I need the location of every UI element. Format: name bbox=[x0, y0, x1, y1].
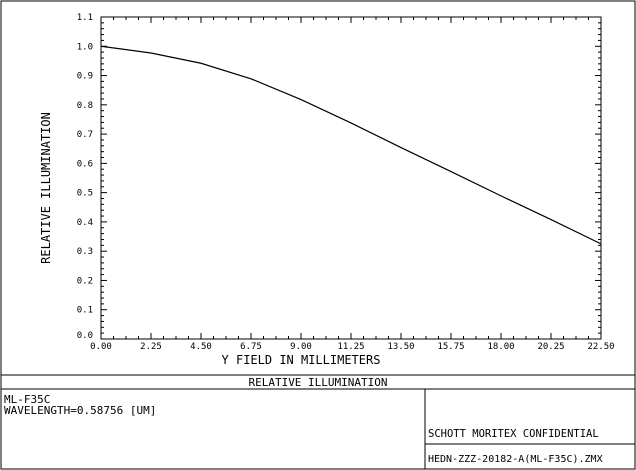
file-name: HEDN-ZZZ-20182-A(ML-F35C).ZMX bbox=[428, 454, 603, 465]
y-tick-label: 0.5 bbox=[77, 189, 93, 199]
x-axis: 0.00 2.25 4.50 6.75 9.00 11.25 13.50 15.75 18.00… bbox=[90, 17, 615, 352]
y-axis-label: RELATIVE ILLUMINATION bbox=[39, 112, 53, 264]
confidential-label: SCHOTT MORITEX CONFIDENTIAL bbox=[428, 428, 599, 440]
y-tick-label: 1.1 bbox=[77, 13, 93, 23]
x-tick-label: 4.50 bbox=[190, 342, 212, 352]
plot-title: RELATIVE ILLUMINATION bbox=[248, 376, 387, 389]
x-axis-label: Y FIELD IN MILLIMETERS bbox=[222, 353, 381, 367]
x-tick-label: 11.25 bbox=[337, 342, 364, 352]
x-tick-label: 13.50 bbox=[387, 342, 414, 352]
y-tick-label: 0.4 bbox=[77, 218, 93, 228]
x-tick-label: 18.00 bbox=[487, 342, 514, 352]
y-axis: 0.0 0.1 0.2 0.3 0.4 0.5 0.6 0.7 0.8 0.9 1.0 1.1 bbox=[77, 13, 601, 341]
wavelength-label: WAVELENGTH=0.58756 [UM] bbox=[4, 404, 156, 417]
illumination-curve bbox=[100, 45, 602, 245]
y-tick-label: 0.7 bbox=[77, 130, 93, 140]
y-tick-label: 0.3 bbox=[77, 247, 93, 257]
y-tick-label: 0.6 bbox=[77, 159, 93, 169]
x-tick-label: 0.00 bbox=[90, 342, 112, 352]
y-tick-label: 0.0 bbox=[77, 331, 93, 341]
y-tick-label: 1.0 bbox=[77, 42, 93, 52]
x-tick-label: 22.50 bbox=[587, 342, 614, 352]
x-tick-label: 9.00 bbox=[290, 342, 312, 352]
y-tick-label: 0.2 bbox=[77, 276, 93, 286]
y-tick-label: 0.8 bbox=[77, 101, 93, 111]
y-tick-label: 0.1 bbox=[77, 306, 93, 316]
x-tick-label: 20.25 bbox=[537, 342, 564, 352]
x-tick-label: 2.25 bbox=[140, 342, 162, 352]
plot-frame bbox=[100, 16, 602, 340]
x-tick-label: 15.75 bbox=[437, 342, 464, 352]
y-tick-label: 0.9 bbox=[77, 72, 93, 82]
x-tick-label: 6.75 bbox=[240, 342, 262, 352]
lens-name: ML-F35C bbox=[4, 393, 50, 406]
